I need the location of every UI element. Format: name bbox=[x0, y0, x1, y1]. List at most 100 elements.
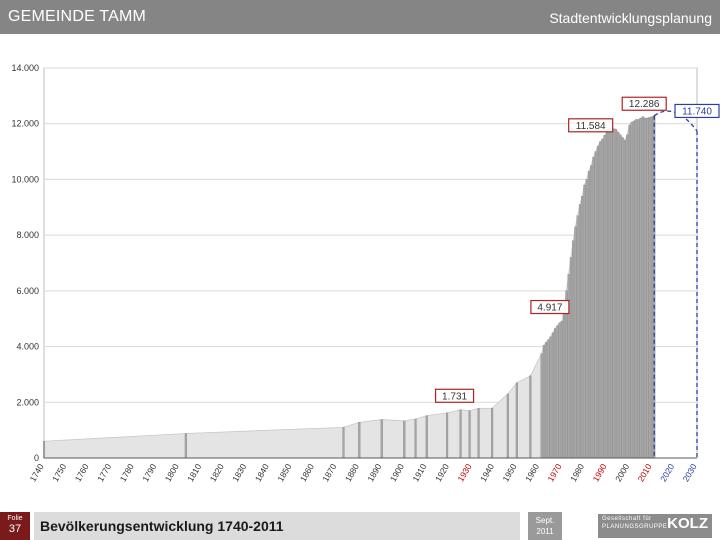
page-title: GEMEINDE TAMM bbox=[8, 8, 147, 25]
population-bar bbox=[574, 226, 577, 459]
population-bar bbox=[563, 308, 566, 459]
callout-box bbox=[674, 103, 720, 119]
y-tick-label: 14.000 bbox=[11, 63, 39, 73]
population-bar bbox=[639, 117, 642, 459]
x-tick-label: 1790 bbox=[140, 462, 158, 484]
x-tick-label: 1870 bbox=[320, 462, 338, 484]
x-tick-label: 2000 bbox=[613, 462, 631, 484]
population-bar bbox=[581, 195, 584, 459]
callout-label: 11.584 bbox=[576, 121, 606, 132]
page-subtitle: Stadtentwicklungsplanung bbox=[549, 10, 712, 26]
date-box: Sept. 2011 bbox=[528, 512, 562, 540]
population-bar bbox=[585, 179, 588, 459]
x-tick-label: 1850 bbox=[275, 462, 293, 484]
population-bar bbox=[619, 134, 622, 459]
x-tick-label: 1860 bbox=[298, 462, 316, 484]
x-tick-label: 1770 bbox=[95, 462, 113, 484]
population-bar bbox=[556, 325, 559, 459]
population-bar bbox=[626, 134, 629, 459]
population-bar bbox=[549, 336, 552, 459]
population-bar bbox=[592, 156, 595, 459]
population-bar bbox=[612, 128, 615, 459]
population-bar bbox=[608, 129, 611, 459]
population-bar bbox=[545, 342, 548, 459]
slide-number: 37 bbox=[8, 523, 22, 535]
logo-line-1: Gesellschaft für bbox=[602, 516, 652, 522]
population-bar bbox=[491, 407, 494, 459]
population-bar bbox=[380, 419, 383, 459]
logo-line-2: PLANUNGSGRUPPE bbox=[602, 524, 668, 530]
x-tick-label: 1740 bbox=[28, 462, 46, 484]
x-tick-label: 1760 bbox=[73, 462, 91, 484]
population-bar bbox=[554, 328, 557, 459]
population-bar bbox=[590, 165, 593, 459]
callout-label: 4.917 bbox=[537, 303, 562, 314]
population-bar bbox=[565, 290, 568, 459]
population-bar bbox=[542, 345, 545, 459]
population-bar bbox=[601, 138, 604, 459]
population-bar bbox=[587, 170, 590, 459]
x-tick-label: 1780 bbox=[118, 462, 136, 484]
x-tick-label: 1940 bbox=[478, 462, 496, 484]
population-bar bbox=[446, 412, 449, 459]
x-tick-label: 1830 bbox=[230, 462, 248, 484]
population-bar bbox=[650, 116, 654, 459]
x-tick-label: 1820 bbox=[208, 462, 226, 484]
callout-label: 12.286 bbox=[629, 99, 660, 110]
population-chart: 0 2.000 4.000 6.000 8.000 10.000 12.000 14.000 1… bbox=[11, 63, 720, 484]
x-tick-label: 1980 bbox=[568, 462, 586, 484]
population-bar bbox=[632, 120, 636, 459]
population-bar bbox=[594, 151, 597, 459]
slide-label: Folie bbox=[7, 515, 23, 522]
population-bar bbox=[506, 393, 509, 459]
population-bar bbox=[648, 117, 651, 459]
x-tick-label: 1970 bbox=[546, 462, 564, 484]
x-tick-label: 1900 bbox=[388, 462, 406, 484]
x-tick-label: 1910 bbox=[410, 462, 428, 484]
population-bar bbox=[569, 257, 572, 459]
population-bar bbox=[646, 117, 649, 459]
y-tick-label: 12.000 bbox=[11, 119, 39, 129]
population-bar bbox=[459, 409, 462, 459]
population-bar bbox=[599, 141, 602, 459]
y-tick-label: 8.000 bbox=[16, 230, 39, 240]
x-tick-label: 1960 bbox=[523, 462, 541, 484]
population-bar bbox=[630, 122, 633, 459]
x-tick-label: 1840 bbox=[253, 462, 271, 484]
population-bar bbox=[558, 322, 561, 459]
population-bar bbox=[572, 240, 575, 459]
population-bar bbox=[540, 353, 543, 459]
population-bar bbox=[551, 332, 554, 459]
population-bar bbox=[623, 140, 626, 459]
callout-box bbox=[434, 388, 475, 403]
population-bar bbox=[358, 422, 361, 459]
footer: Folie 37 Bevölkerungsentwicklung 1740-20… bbox=[0, 512, 720, 540]
slide-number-box: Folie 37 bbox=[0, 512, 30, 540]
population-bar bbox=[605, 131, 608, 459]
footer-caption-bar: Bevölkerungsentwicklung 1740-2011 bbox=[34, 512, 520, 540]
date-month: Sept. bbox=[535, 516, 555, 525]
population-bar bbox=[184, 433, 187, 459]
population-bar bbox=[610, 127, 613, 459]
population-bar bbox=[576, 215, 579, 459]
population-bar bbox=[403, 420, 406, 459]
x-tick-label: 1800 bbox=[163, 462, 181, 484]
y-tick-label: 2.000 bbox=[16, 397, 39, 407]
population-bar bbox=[42, 441, 46, 459]
x-tick-label: 2030 bbox=[681, 462, 699, 484]
date-year: 2011 bbox=[536, 527, 554, 536]
population-bar bbox=[614, 129, 617, 459]
population-bar bbox=[641, 116, 645, 459]
population-bar bbox=[515, 382, 518, 459]
slide-caption: Bevölkerungsentwicklung 1740-2011 bbox=[40, 518, 284, 534]
x-tick-label: 1880 bbox=[343, 462, 361, 484]
x-tick-label: 1920 bbox=[433, 462, 451, 484]
x-tick-label: 2010 bbox=[636, 462, 654, 484]
population-bar bbox=[621, 137, 624, 459]
y-tick-label: 10.000 bbox=[11, 174, 39, 184]
y-tick-label: 6.000 bbox=[16, 286, 39, 296]
population-bar bbox=[596, 145, 599, 459]
population-bar bbox=[603, 135, 606, 459]
callout-box bbox=[621, 96, 667, 111]
population-bar bbox=[635, 119, 638, 459]
